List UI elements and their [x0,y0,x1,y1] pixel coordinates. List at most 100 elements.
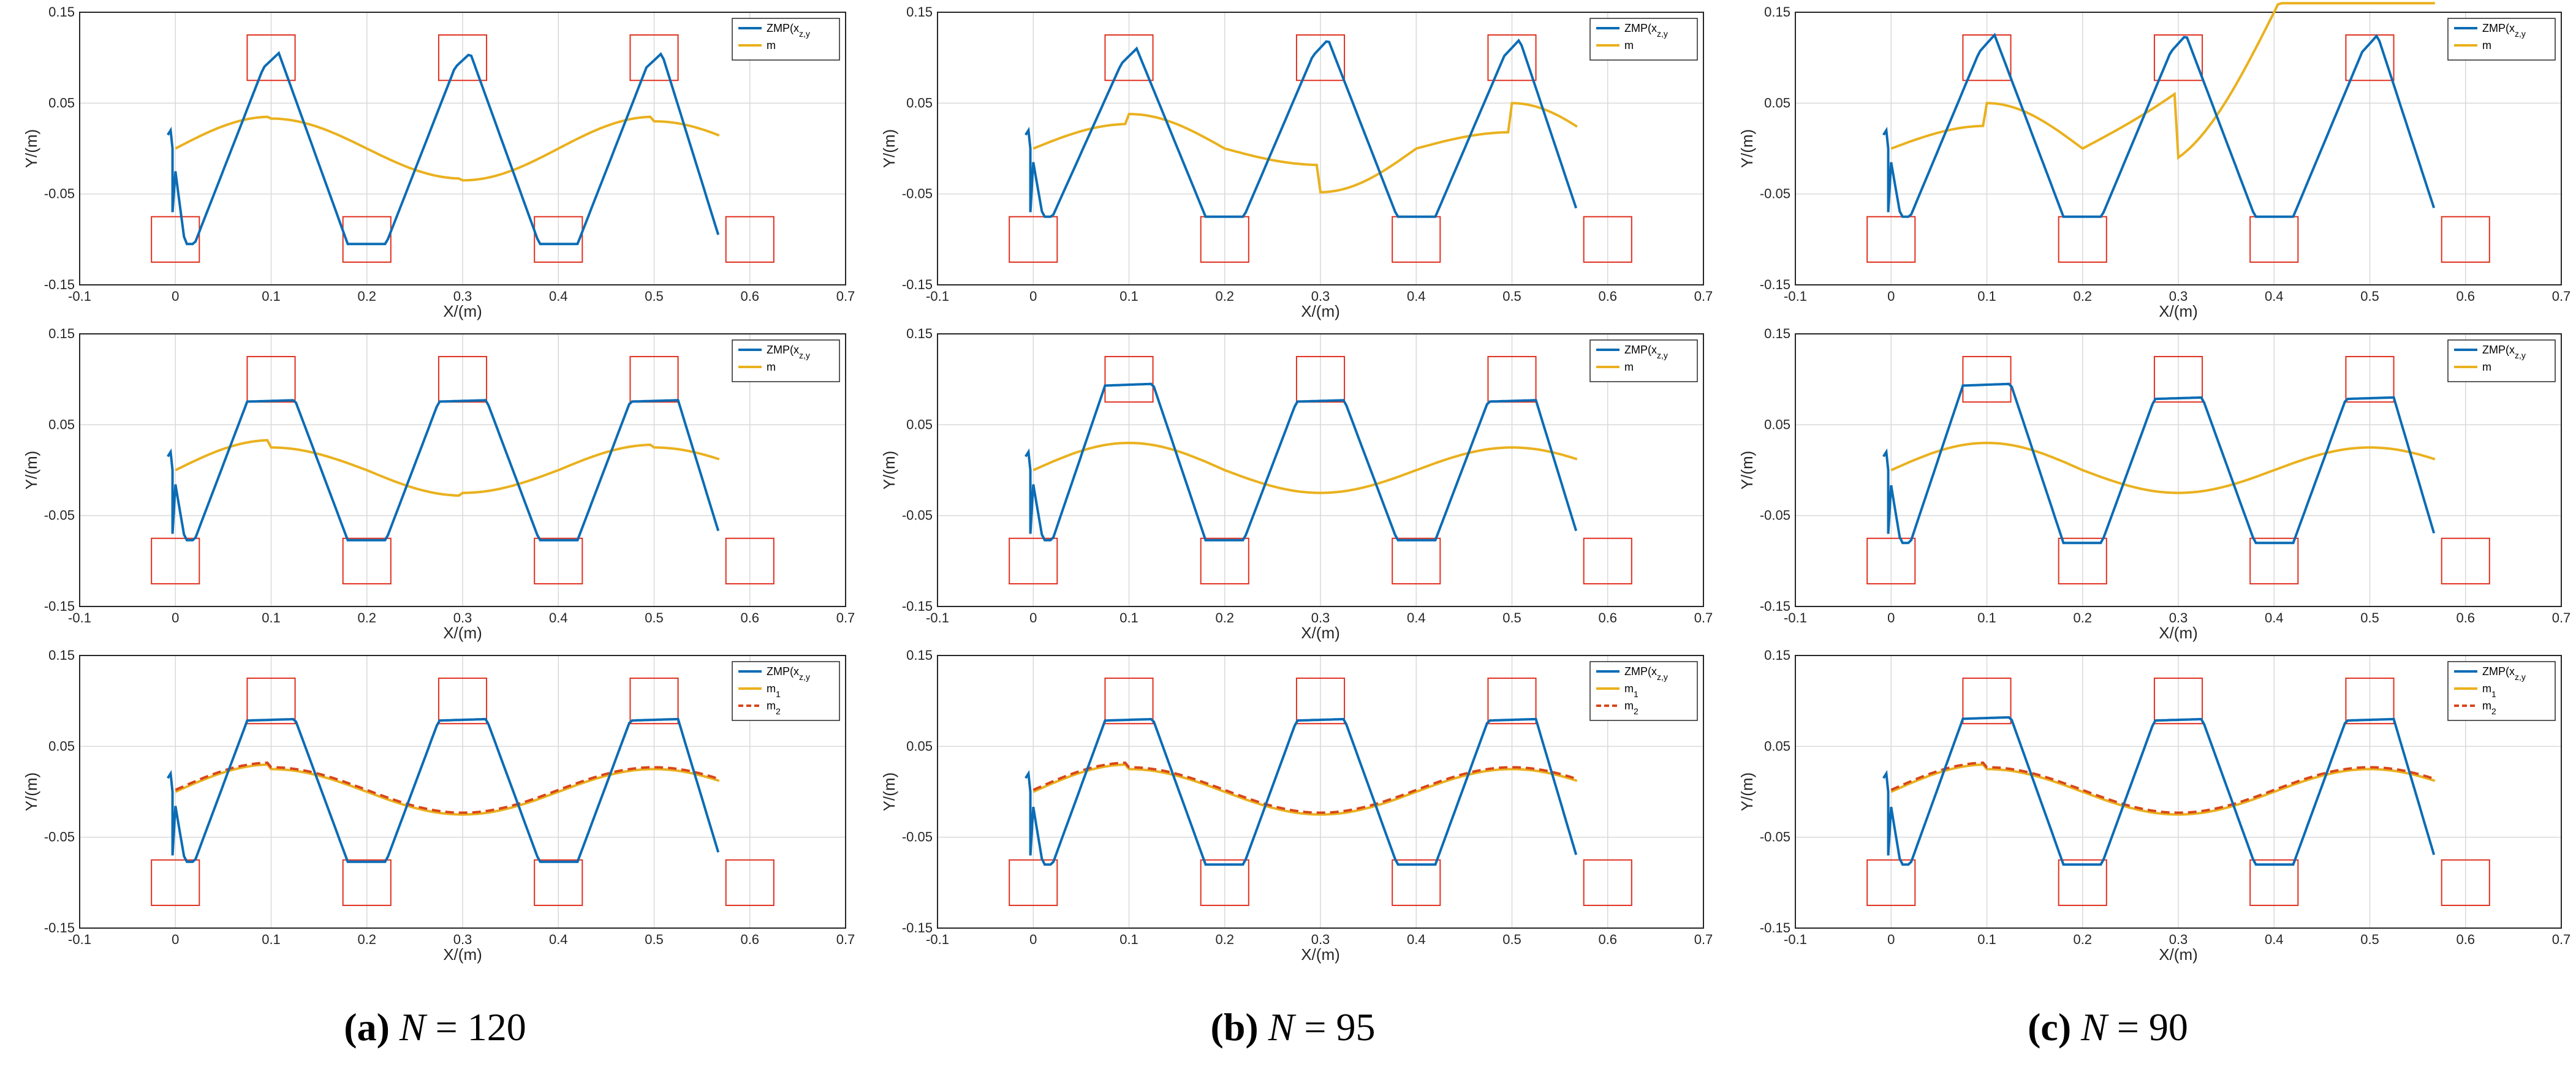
chart-a3: -0.1 0 0.1 0.2 0.3 0.4 0.5 0.6 0.7 -0.15 -0.05 0.05… [22,648,855,964]
x-tick-label: 0.4 [549,610,568,625]
footstep-rect [1295,34,1346,81]
footstep-rect [1866,859,1916,906]
chart-b3: -0.1 0 0.1 0.2 0.3 0.4 0.5 0.6 0.7 -0.15 -0.05 0.05… [880,648,1713,964]
legend-box [1589,339,1698,382]
legend-label: m1 [1624,682,1638,699]
footstep-rect [629,678,679,725]
legend-label: ZMP(xz,y [1624,344,1668,360]
x-axis-label: X/(m) [2159,624,2198,642]
footstep-rect [246,678,296,725]
y-tick-label: -0.05 [1760,186,1790,202]
chart-a2: -0.1 0 0.1 0.2 0.3 0.4 0.5 0.6 0.7 -0.15 -0.05 0.05… [22,326,855,642]
x-tick-label: 0.6 [740,610,759,625]
x-tick-label: 0.7 [836,289,855,304]
y-tick-label: 0.05 [48,417,75,432]
plot-frame [1795,12,2562,285]
x-tick-label: 0.4 [2265,610,2284,625]
y-tick-label: -0.15 [902,277,933,292]
x-tick-label: -0.1 [68,289,91,304]
footstep-rect [438,34,488,81]
x-tick-label: 0.1 [1119,932,1138,947]
x-tick-label: 0.3 [2169,610,2188,625]
x-axis-label: X/(m) [443,624,482,642]
footstep-rect [534,537,583,584]
footstep-rect [342,216,392,263]
series-m-line [175,439,720,497]
footstep-rect [1392,537,1441,584]
series-m-line [175,763,720,816]
y-tick-label: 0.15 [48,326,75,341]
x-tick-label: -0.1 [68,932,91,947]
x-tick-label: 0.6 [2456,289,2475,304]
y-tick-label: -0.05 [1760,829,1790,845]
y-axis-label: Y/(m) [880,772,898,812]
x-tick-label: 0.5 [1502,932,1521,947]
y-tick-label: 0.05 [906,738,933,754]
y-tick-label: 0.05 [1764,738,1790,754]
plot-frame [937,333,1704,607]
chart-c3: -0.1 0 0.1 0.2 0.3 0.4 0.5 0.6 0.7 -0.15 -0.05 0.05… [1738,648,2570,964]
x-tick-label: -0.1 [926,289,949,304]
y-axis-label: Y/(m) [1738,129,1756,168]
legend-label: m2 [767,700,781,716]
y-tick-label: -0.05 [902,186,933,202]
x-tick-label: 0.5 [2360,289,2379,304]
x-tick-label: 0.2 [1215,932,1234,947]
y-tick-label: -0.15 [902,599,933,614]
series-m-line [175,115,720,182]
x-tick-label: 0 [1887,289,1895,304]
y-tick-label: -0.05 [1760,508,1790,523]
footstep-rect [1962,34,2012,81]
x-tick-label: 0 [1029,932,1037,947]
x-tick-label: 0.7 [2552,610,2571,625]
y-tick-label: -0.05 [902,508,933,523]
x-tick-label: 0 [1887,610,1895,625]
footstep-rect [1009,859,1058,906]
y-tick-label: -0.15 [1760,277,1790,292]
legend-label: ZMP(xz,y [2482,665,2526,682]
y-tick-label: 0.05 [906,95,933,110]
x-tick-label: 0.7 [836,932,855,947]
chart-c1: -0.1 0 0.1 0.2 0.3 0.4 0.5 0.6 0.7 -0.15 -0.05 0.05… [1738,2,2570,320]
footstep-rect [1104,34,1154,81]
x-tick-label: 0.3 [1311,610,1330,625]
x-tick-label: 0.7 [1694,610,1713,625]
series-zmp-line [1025,382,1578,542]
legend-box [732,18,840,61]
x-tick-label: 0.3 [1311,932,1330,947]
x-axis-label: X/(m) [443,945,482,964]
x-tick-label: 0.2 [2073,289,2092,304]
x-tick-label: -0.1 [1784,932,1807,947]
x-axis-label: X/(m) [2159,302,2198,320]
plot-frame [937,655,1704,929]
y-tick-label: -0.05 [902,829,933,845]
y-tick-label: 0.15 [48,648,75,663]
x-tick-label: 0.7 [1694,932,1713,947]
x-tick-label: 0.5 [1502,610,1521,625]
x-tick-label: 0.3 [2169,932,2188,947]
x-tick-label: 0.1 [262,932,281,947]
legend-box [1589,18,1698,61]
legend-label: m1 [767,682,781,699]
chart-c2: -0.1 0 0.1 0.2 0.3 0.4 0.5 0.6 0.7 -0.15 -0.05 0.05… [1738,326,2570,642]
caption-b: (b) N = 95 [1210,1005,1376,1049]
legend-box [2447,339,2556,382]
plot-frame [79,333,846,607]
legend-label: ZMP(xz,y [767,344,810,360]
footstep-rect [2345,678,2395,725]
x-tick-label: 0.4 [549,289,568,304]
legend-label: ZMP(xz,y [1624,22,1668,39]
y-tick-label: -0.15 [902,920,933,935]
plot-frame [79,655,846,929]
y-tick-label: 0.05 [1764,417,1790,432]
y-tick-label: 0.15 [1764,4,1790,20]
footstep-rect [1009,216,1058,263]
x-tick-label: 0.2 [357,610,376,625]
series-zmp-line [167,717,720,863]
series-zmp-line [1882,382,2436,545]
footstep-rect [1583,216,1632,263]
x-tick-label: 0 [172,289,179,304]
x-tick-label: 0.1 [262,610,281,625]
x-tick-label: 0.3 [453,932,472,947]
legend-label: m1 [2482,682,2496,699]
